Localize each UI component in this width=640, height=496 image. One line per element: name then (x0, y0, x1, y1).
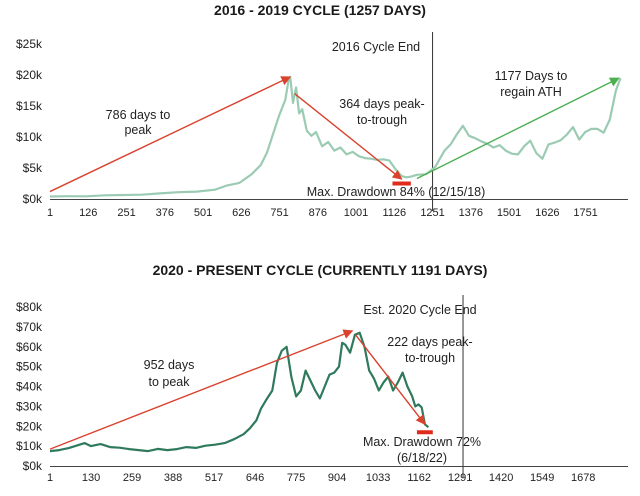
x-tick-label: 251 (117, 207, 135, 219)
x-tick-label: 775 (287, 472, 305, 484)
y-axis-ticks: $0k $10k $20k $30k $40k $50k $60k $70k $80k (16, 300, 43, 473)
x-tick-label: 751 (270, 207, 288, 219)
peak-to-trough-arrow (355, 334, 426, 426)
y-tick-label: $70k (16, 320, 43, 334)
x-tick-label: 1420 (489, 472, 513, 484)
peak-to-trough-arrow (294, 93, 403, 180)
max-drawdown-label: Max. Drawdown 84% (12/15/18) (307, 185, 486, 199)
price-series-line (49, 75, 622, 198)
days-to-peak-label: 786 days to (106, 108, 171, 122)
y-tick-label: $0k (23, 192, 43, 206)
regain-ath-label: 1177 Days to (495, 69, 568, 83)
cycle-end-label: 2016 Cycle End (332, 40, 420, 54)
x-axis-ticks: 1 126 251 376 501 626 751 876 1001 1126 1251 1376 15… (47, 207, 598, 219)
y-tick-label: $30k (16, 399, 43, 413)
price-series-line (49, 331, 430, 453)
x-tick-label: 1501 (497, 207, 521, 219)
x-tick-label: 1678 (571, 472, 595, 484)
x-tick-label: 130 (82, 472, 100, 484)
regain-ath-label: regain ATH (500, 85, 562, 99)
peak-to-trough-label: 222 days peak- (387, 335, 472, 349)
x-axis-ticks: 1 130 259 388 517 646 775 904 1033 1162 1291 1420 15… (47, 472, 596, 484)
peak-to-trough-label: to-trough (405, 351, 455, 365)
x-tick-label: 376 (156, 207, 174, 219)
x-tick-label: 1162 (407, 472, 431, 484)
days-to-peak-arrow (49, 329, 354, 450)
x-tick-label: 259 (123, 472, 141, 484)
y-tick-label: $20k (16, 419, 43, 433)
x-tick-label: 876 (309, 207, 327, 219)
x-tick-label: 1 (47, 472, 53, 484)
y-tick-label: $10k (16, 130, 43, 144)
x-tick-label: 501 (194, 207, 212, 219)
x-tick-label: 1549 (530, 472, 554, 484)
max-drawdown-label: (6/18/22) (397, 451, 447, 465)
max-drawdown-label: Max. Drawdown 72% (363, 435, 481, 449)
y-tick-label: $20k (16, 68, 43, 82)
x-tick-label: 1251 (420, 207, 444, 219)
x-tick-label: 1291 (448, 472, 472, 484)
peak-to-trough-label: to-trough (357, 113, 407, 127)
x-tick-label: 517 (205, 472, 223, 484)
y-tick-label: $25k (16, 37, 43, 51)
days-to-peak-label: to peak (148, 375, 190, 389)
y-tick-label: $40k (16, 380, 43, 394)
y-tick-label: $80k (16, 300, 43, 314)
chart-2020-cycle: 2020 - PRESENT CYCLE (CURRENTLY 1191 DAY… (16, 262, 628, 484)
days-to-peak-arrow (49, 76, 292, 193)
chart-2016-cycle: 2016 - 2019 CYCLE (1257 DAYS) $0k $5k $10k… (16, 2, 628, 219)
x-tick-label: 626 (232, 207, 250, 219)
y-tick-label: $10k (16, 439, 43, 453)
y-tick-label: $60k (16, 340, 43, 354)
days-to-peak-label: 952 days (144, 358, 195, 372)
y-tick-label: $50k (16, 360, 43, 374)
x-tick-label: 1001 (344, 207, 368, 219)
x-tick-label: 1751 (573, 207, 597, 219)
x-tick-label: 646 (246, 472, 264, 484)
x-tick-label: 126 (79, 207, 97, 219)
chart-title: 2020 - PRESENT CYCLE (CURRENTLY 1191 DAY… (153, 262, 488, 278)
y-axis-ticks: $0k $5k $10k $15k $20k $25k (16, 37, 43, 206)
y-tick-label: $5k (23, 161, 43, 175)
cycle-end-label: Est. 2020 Cycle End (363, 303, 476, 317)
x-tick-label: 1126 (382, 207, 406, 219)
regain-ath-arrow (416, 77, 620, 180)
x-tick-label: 1376 (459, 207, 483, 219)
x-tick-label: 1626 (535, 207, 559, 219)
x-tick-label: 388 (164, 472, 182, 484)
x-tick-label: 1033 (366, 472, 390, 484)
days-to-peak-label: peak (124, 123, 152, 137)
x-tick-label: 904 (328, 472, 346, 484)
y-tick-label: $15k (16, 99, 43, 113)
y-tick-label: $0k (23, 459, 43, 473)
peak-to-trough-label: 364 days peak- (339, 97, 424, 111)
chart-title: 2016 - 2019 CYCLE (1257 DAYS) (214, 2, 426, 18)
x-tick-label: 1 (47, 207, 53, 219)
